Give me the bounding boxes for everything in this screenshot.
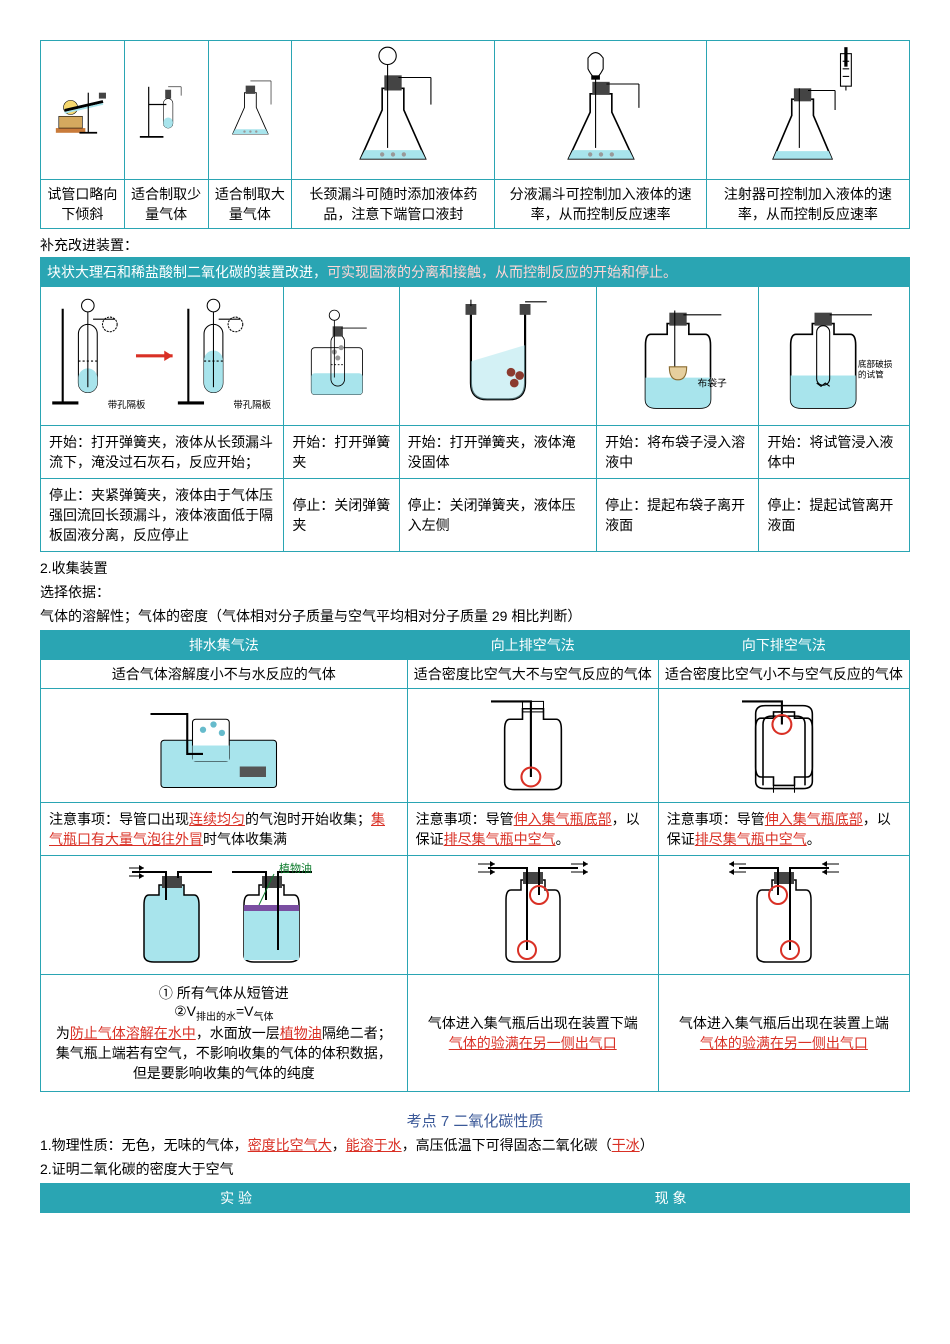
diagram-cell bbox=[41, 689, 408, 803]
diagram-cell bbox=[495, 41, 706, 180]
svg-text:植物油: 植物油 bbox=[279, 861, 312, 875]
exp-header: 实 验 bbox=[41, 1183, 432, 1212]
final-note: 气体进入集气瓶后出现在装置下端 气体的验满在另一侧出气口 bbox=[407, 975, 658, 1092]
col-header: 向下排空气法 bbox=[658, 631, 909, 660]
diagram-cell bbox=[41, 41, 125, 180]
oil-seal-collection-icon: 植物油 bbox=[124, 860, 324, 970]
stop-note: 停止：关闭弹簧夹 bbox=[284, 479, 399, 552]
svg-text:布袋子: 布袋子 bbox=[697, 376, 726, 389]
u-tube-icon bbox=[433, 291, 563, 421]
flask-long-funnel-icon bbox=[328, 45, 458, 175]
upward-verify-icon bbox=[463, 860, 603, 970]
svg-text:带孔隔板: 带孔隔板 bbox=[108, 399, 146, 410]
experiment-phenomenon-table: 实 验 现 象 bbox=[40, 1183, 910, 1213]
stop-note: 停止：关闭弹簧夹，液体压入左侧 bbox=[399, 479, 596, 552]
diagram-cell bbox=[407, 856, 658, 975]
apparatus-table-1: 试管口略向下倾斜 适合制取少量气体 适合制取大量气体 长颈漏斗可随时添加液体药品… bbox=[40, 40, 910, 229]
gas-collection-table: 排水集气法 向上排空气法 向下排空气法 适合气体溶解度小不与水反应的气体 适合密… bbox=[40, 630, 910, 1092]
diagram-cell bbox=[399, 287, 596, 426]
diagram-cell bbox=[407, 689, 658, 803]
start-note: 开始：打开弹簧夹，液体从长颈漏斗流下，淹没过石灰石，反应开始； bbox=[41, 426, 284, 479]
small-test-tube-stand-icon bbox=[131, 75, 202, 146]
caption: 注射器可控制加入液体的速率，从而控制反应速率 bbox=[706, 180, 909, 229]
physical-properties: 1.物理性质：无色，无味的气体，密度比空气大，能溶于水，高压低温下可得固态二氧化… bbox=[40, 1135, 910, 1155]
stop-note: 停止：提起布袋子离开液面 bbox=[597, 479, 759, 552]
upward-air-icon bbox=[470, 693, 596, 798]
kaodian-7-title: 考点 7 二氧化碳性质 bbox=[40, 1110, 910, 1131]
svg-text:底部破损: 底部破损 bbox=[858, 358, 893, 369]
start-note: 开始：打开弹簧夹 bbox=[284, 426, 399, 479]
diagram-cell bbox=[124, 41, 208, 180]
notes: 注意事项：导管伸入集气瓶底部，以保证排尽集气瓶中空气。 bbox=[658, 803, 909, 856]
col-header: 排水集气法 bbox=[41, 631, 408, 660]
diagram-cell: 植物油 bbox=[41, 856, 408, 975]
selection-basis-label: 选择依据： bbox=[40, 582, 910, 602]
diagram-cell bbox=[706, 41, 909, 180]
water-displacement-icon bbox=[140, 693, 308, 798]
banner: 块状大理石和稀盐酸制二氧化碳的装置改进，可实现固液的分离和接触，从而控制反应的开… bbox=[41, 258, 910, 287]
bottle-broken-tube-icon: 底部破损的试管 bbox=[769, 291, 899, 421]
caption: 适合制取大量气体 bbox=[208, 180, 292, 229]
sub-caption: 适合密度比空气大不与空气反应的气体 bbox=[407, 660, 658, 689]
flask-separating-funnel-icon bbox=[536, 45, 666, 175]
beaker-tube-icon bbox=[290, 305, 392, 407]
col-header: 向上排空气法 bbox=[407, 631, 658, 660]
improved-apparatus-table: 块状大理石和稀盐酸制二氧化碳的装置改进，可实现固液的分离和接触，从而控制反应的开… bbox=[40, 257, 910, 552]
conical-flask-icon bbox=[215, 75, 286, 146]
diagram-cell bbox=[292, 41, 495, 180]
downward-air-icon bbox=[721, 693, 847, 798]
diagram-cell: 带孔隔板 带孔隔板 bbox=[41, 287, 284, 426]
diagram-cell bbox=[284, 287, 399, 426]
diagram-cell bbox=[658, 856, 909, 975]
downward-verify-icon bbox=[714, 860, 854, 970]
selection-basis: 气体的溶解性；气体的密度（气体相对分子质量与空气平均相对分子质量 29 相比判断… bbox=[40, 606, 910, 626]
stop-note: 停止：夹紧弹簧夹，液体由于气体压强回流回长颈漏斗，液体液面低于隔板固液分离，反应… bbox=[41, 479, 284, 552]
svg-text:带孔隔板: 带孔隔板 bbox=[233, 399, 271, 410]
notes: 注意事项：导管伸入集气瓶底部，以保证排尽集气瓶中空气。 bbox=[407, 803, 658, 856]
start-note: 开始：将布袋子浸入溶液中 bbox=[597, 426, 759, 479]
phenomenon-header: 现 象 bbox=[432, 1183, 910, 1212]
proof-density: 2.证明二氧化碳的密度大于空气 bbox=[40, 1159, 910, 1179]
notes: 注意事项：导管口出现连续均匀的气泡时开始收集；集气瓶口有大量气泡往外冒时气体收集… bbox=[41, 803, 408, 856]
caption: 长颈漏斗可随时添加液体药品，注意下端管口液封 bbox=[292, 180, 495, 229]
sub-caption: 适合密度比空气小不与空气反应的气体 bbox=[658, 660, 909, 689]
perforated-partition-icon: 带孔隔板 带孔隔板 bbox=[47, 293, 277, 419]
bottle-bag-icon: 布袋子 bbox=[613, 291, 743, 421]
caption: 分液漏斗可控制加入液体的速率，从而控制反应速率 bbox=[495, 180, 706, 229]
diagram-cell bbox=[208, 41, 292, 180]
caption: 适合制取少量气体 bbox=[124, 180, 208, 229]
flask-syringe-icon bbox=[743, 45, 873, 175]
supplement-title: 补充改进装置： bbox=[40, 235, 910, 255]
final-note: ① 所有气体从短管进 ②V排出的水=V气体 为防止气体溶解在水中，水面放一层植物… bbox=[41, 975, 408, 1092]
stop-note: 停止：提起试管离开液面 bbox=[759, 479, 910, 552]
final-note: 气体进入集气瓶后出现在装置上端 气体的验满在另一侧出气口 bbox=[658, 975, 909, 1092]
caption: 试管口略向下倾斜 bbox=[41, 180, 125, 229]
diagram-cell: 布袋子 bbox=[597, 287, 759, 426]
section-2-title: 2.收集装置 bbox=[40, 558, 910, 578]
diagram-cell bbox=[658, 689, 909, 803]
svg-text:的试管: 的试管 bbox=[858, 369, 884, 380]
start-note: 开始：将试管浸入液体中 bbox=[759, 426, 910, 479]
start-note: 开始：打开弹簧夹，液体淹没固体 bbox=[399, 426, 596, 479]
test-tube-tilted-icon bbox=[47, 75, 118, 146]
diagram-cell: 底部破损的试管 bbox=[759, 287, 910, 426]
sub-caption: 适合气体溶解度小不与水反应的气体 bbox=[41, 660, 408, 689]
